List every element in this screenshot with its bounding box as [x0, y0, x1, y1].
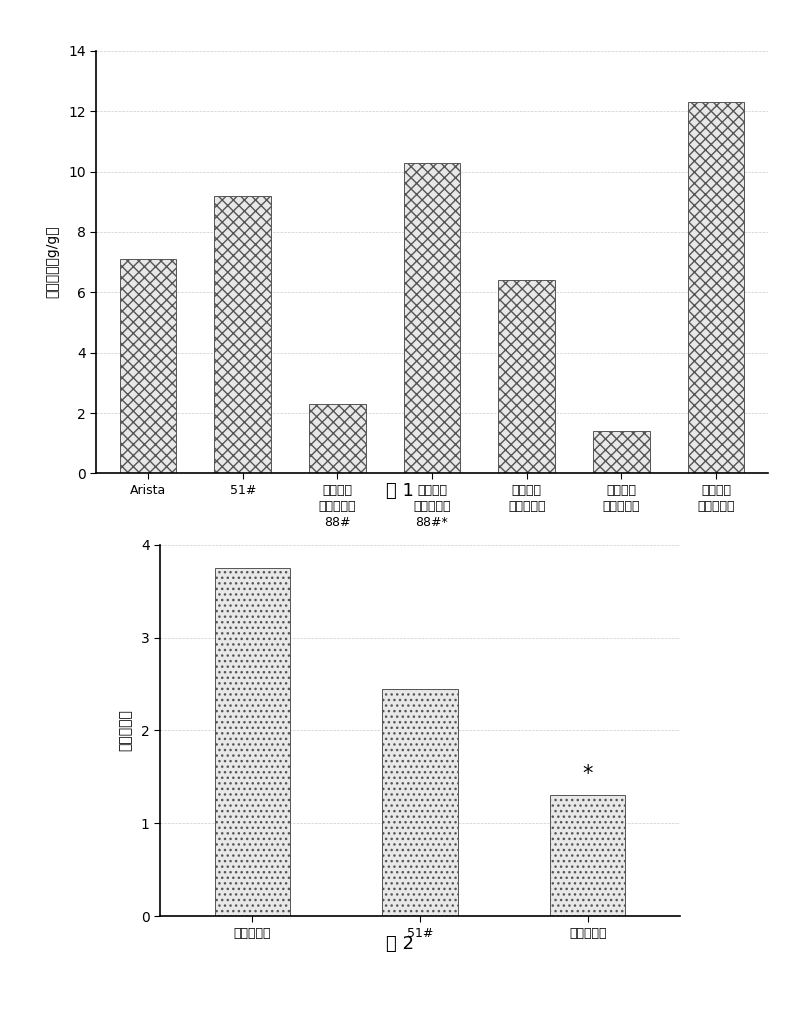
Bar: [498, 280, 555, 473]
Bar: [214, 568, 290, 916]
Bar: [309, 404, 366, 473]
Bar: [214, 195, 271, 473]
Bar: [593, 432, 650, 473]
Bar: [404, 163, 460, 473]
Y-axis label: 肠粘连评分: 肠粘连评分: [118, 710, 132, 751]
Bar: [550, 795, 626, 916]
Bar: [687, 102, 744, 473]
Y-axis label: 吸水倍率（g/g）: 吸水倍率（g/g）: [46, 226, 60, 298]
Bar: [382, 688, 458, 916]
Text: 图 2: 图 2: [386, 935, 414, 953]
Text: *: *: [582, 765, 593, 784]
Text: 图 1: 图 1: [386, 482, 414, 500]
Bar: [120, 260, 177, 473]
